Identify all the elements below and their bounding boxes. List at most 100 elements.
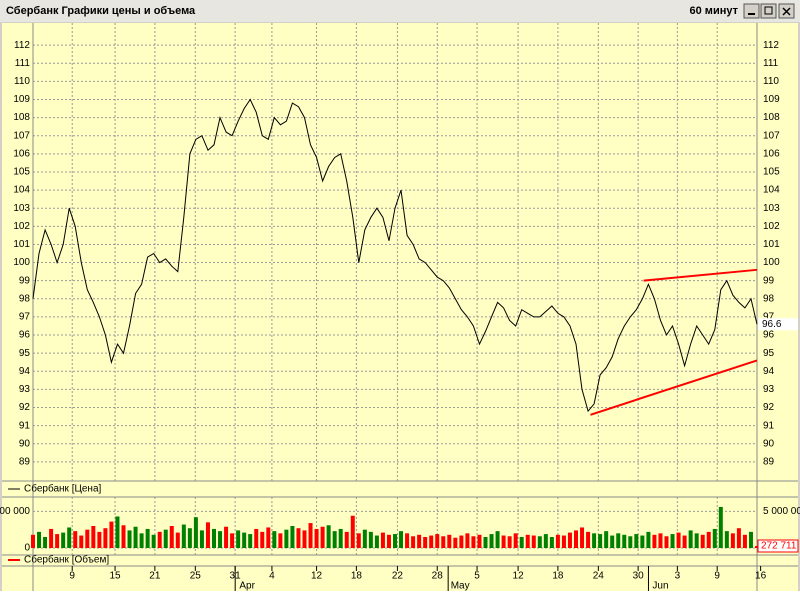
volume-bar [586, 531, 591, 548]
volume-bar [628, 536, 633, 548]
y-tick-label-right: 107 [763, 130, 780, 141]
interval: 60 минут [690, 5, 739, 17]
volume-bar [574, 530, 578, 548]
y-tick-label: 108 [13, 112, 30, 123]
maximize-button[interactable] [760, 3, 777, 19]
minimize-button[interactable] [743, 3, 760, 19]
volume-bar [646, 531, 651, 548]
volume-bar [489, 534, 494, 548]
volume-bar [79, 535, 84, 548]
volume-bar [296, 528, 301, 548]
title-bar [0, 0, 800, 22]
x-tick-label: 18 [552, 571, 564, 582]
y-tick-label: 105 [13, 167, 30, 178]
volume-bar [115, 516, 120, 548]
volume-bar [193, 517, 198, 548]
y-tick-label-right: 102 [763, 221, 780, 232]
y-tick-label: 112 [14, 40, 30, 51]
volume-bar [755, 546, 759, 548]
y-tick-label-right: 92 [763, 402, 775, 413]
volume-bar [266, 527, 271, 548]
x-major-label: Apr [239, 581, 255, 591]
volume-bar [580, 527, 585, 548]
volume-bar [374, 535, 379, 548]
volume-bar [248, 534, 253, 548]
volume-bar [350, 515, 355, 548]
volume-bar [139, 533, 144, 548]
volume-bar [688, 530, 693, 548]
y-tick-label: 100 [13, 257, 30, 268]
volume-bar [640, 535, 645, 548]
volume-bar [525, 534, 530, 548]
volume-bar [664, 536, 669, 548]
volume-bar [399, 531, 404, 548]
volume-bar [169, 526, 174, 548]
volume-bar [610, 535, 615, 548]
volume-bar [682, 535, 687, 548]
volume-bar [435, 534, 440, 548]
window-buttons[interactable] [743, 3, 795, 19]
x-tick-label: 21 [149, 571, 161, 582]
y-tick-label: 106 [13, 148, 30, 159]
volume-bar [634, 534, 639, 548]
volume-bar [441, 536, 446, 548]
y-tick-label: 95 [19, 348, 31, 359]
y-tick-label-right: 111 [763, 58, 779, 69]
y-tick-label-right: 91 [763, 420, 775, 431]
x-major-label: Jun [652, 581, 668, 591]
x-tick-label: 28 [432, 571, 444, 582]
y-tick-label-right: 89 [763, 457, 775, 468]
volume-bar [314, 528, 319, 548]
last-value-box [757, 539, 799, 553]
volume-bar [736, 528, 741, 548]
volume-bar [344, 531, 349, 548]
volume-bar [37, 531, 42, 548]
volume-bar [230, 533, 235, 548]
y-tick-label: 96 [19, 330, 31, 341]
volume-bar [61, 532, 66, 548]
y-tick-label: 111 [15, 58, 31, 69]
volume-bar [163, 529, 168, 548]
volume-bar [567, 532, 572, 548]
y-tick-label-right: 105 [763, 167, 780, 178]
volume-bar [151, 534, 156, 548]
last-value-box [758, 318, 798, 331]
last-value-label: 272 711 [761, 541, 797, 552]
volume-bar [145, 528, 150, 548]
volume-bar [477, 534, 482, 548]
volume-bar [652, 534, 657, 548]
x-tick-label: 15 [109, 571, 121, 582]
y-tick-label: 5 000 000 [0, 506, 30, 517]
volume-bar [604, 531, 609, 548]
y-tick-label: 92 [19, 402, 31, 413]
volume-bar [254, 528, 259, 548]
volume-bar [417, 534, 422, 548]
volume-bar [405, 533, 410, 548]
volume-bar [537, 536, 542, 548]
volume-bar [73, 531, 78, 548]
y-tick-label-right: 101 [763, 239, 780, 250]
y-tick-label-right: 98 [763, 293, 775, 304]
y-tick-label-right: 104 [763, 185, 780, 196]
y-tick-label-right: 94 [763, 366, 775, 377]
volume-bar [43, 537, 48, 548]
volume-bar [393, 534, 397, 548]
volume-bar [561, 535, 566, 548]
y-tick-label: 90 [19, 438, 31, 449]
volume-bar [543, 534, 548, 548]
volume-bar [308, 523, 313, 548]
y-tick-label: 97 [19, 312, 31, 323]
volume-bar [121, 525, 126, 548]
date-axis-area [2, 566, 798, 591]
volume-bar [724, 531, 729, 548]
volume-bar [483, 537, 488, 548]
volume-bar [730, 533, 735, 548]
volume-bar [332, 531, 337, 548]
x-tick-label: 5 [474, 571, 480, 582]
x-tick-label: 22 [392, 571, 404, 582]
y-tick-label: 103 [13, 203, 30, 214]
volume-bar [272, 531, 277, 548]
x-tick-label: 9 [714, 571, 720, 582]
volume-bar [676, 532, 681, 548]
